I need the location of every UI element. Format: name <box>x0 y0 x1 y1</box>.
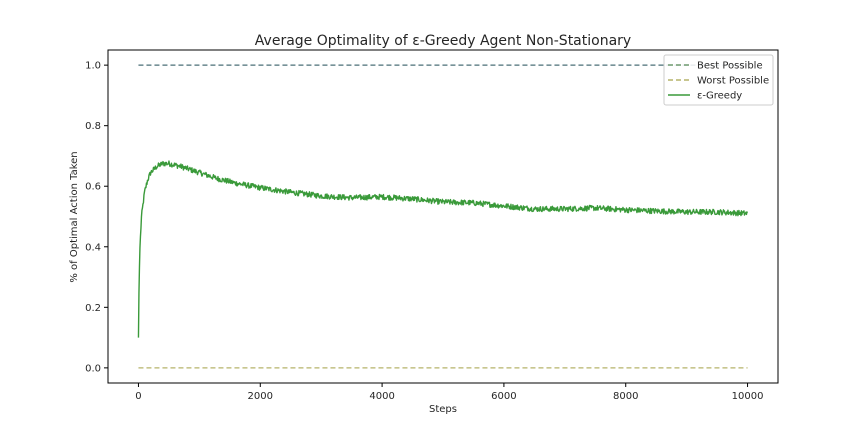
legend-label: ε-Greedy <box>697 91 742 102</box>
x-tick-label: 0 <box>135 391 141 402</box>
y-tick-label: 0.2 <box>85 303 101 314</box>
x-tick-label: 2000 <box>248 391 273 402</box>
y-tick-label: 0.8 <box>85 121 101 132</box>
x-axis-label: Steps <box>429 404 457 415</box>
legend-label: Worst Possible <box>697 76 769 87</box>
legend-entry-worst-possible: Worst Possible <box>668 76 769 87</box>
legend-label: Best Possible <box>697 61 763 72</box>
legend-box <box>663 54 774 106</box>
y-axis-label: % of Optimal Action Taken <box>69 151 80 282</box>
legend-entry-epsilon-greedy: ε-Greedy <box>668 91 742 102</box>
y-tick-label: 0.0 <box>85 363 101 374</box>
series-line-epsilon-greedy <box>137 160 749 338</box>
x-tick-label: 6000 <box>491 391 516 402</box>
legend-entry-best-possible: Best Possible <box>668 61 763 72</box>
legend: Best Possible Worst Possible ε-Greedy <box>663 54 774 106</box>
y-tick-label: 0.6 <box>85 182 101 193</box>
y-tick-label: 1.0 <box>85 61 101 72</box>
plot-area: 0 2000 4000 6000 8000 10000 0.0 0.2 0.4 0.6 0.8 1.0 <box>85 49 779 402</box>
x-tick-label: 10000 <box>732 391 764 402</box>
y-tick-label: 0.4 <box>85 242 101 253</box>
x-tick-label: 8000 <box>613 391 638 402</box>
chart-title: Average Optimality of ε-Greedy Agent Non… <box>255 33 631 49</box>
plot-frame <box>107 49 779 384</box>
x-tick-label: 4000 <box>369 391 394 402</box>
